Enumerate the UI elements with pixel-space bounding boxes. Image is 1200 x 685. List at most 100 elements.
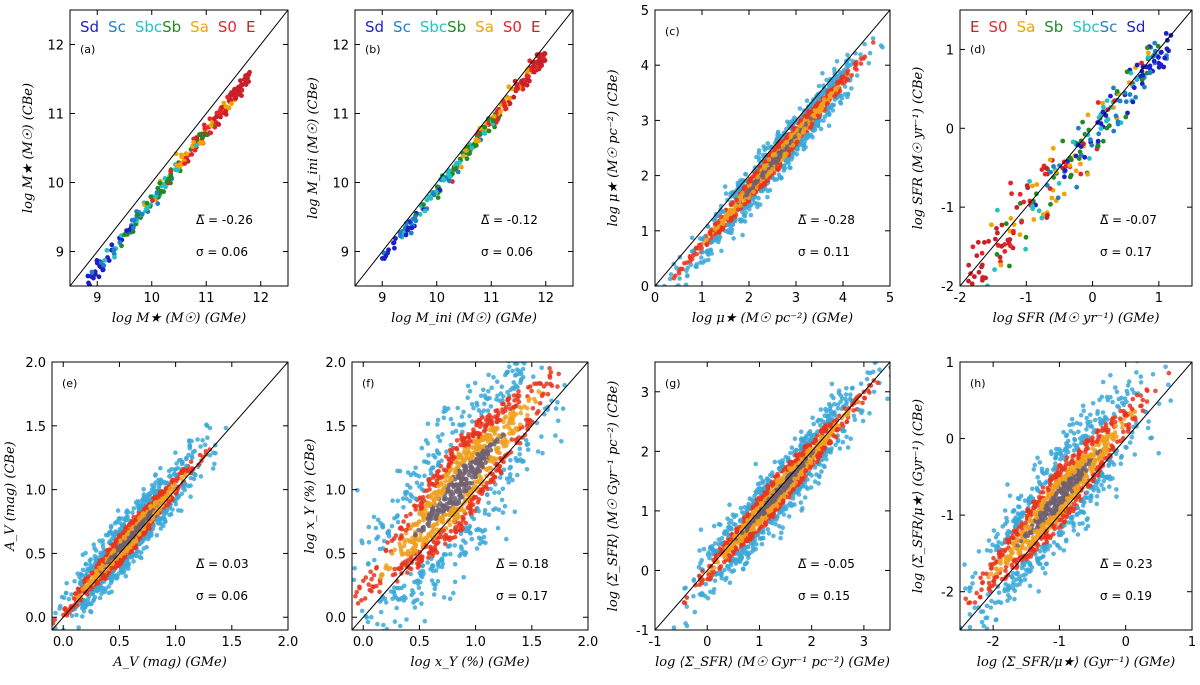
density-point [694, 251, 699, 257]
data-point [1117, 98, 1123, 104]
density-point [435, 434, 441, 440]
density-point [448, 416, 454, 422]
density-point [109, 589, 114, 595]
data-point [1008, 180, 1013, 186]
data-point [986, 238, 991, 244]
data-point [150, 198, 155, 203]
data-point [197, 132, 202, 137]
density-point [179, 470, 184, 476]
density-point [547, 366, 552, 371]
density-point [439, 474, 445, 480]
data-point [1002, 249, 1008, 254]
density-point [189, 438, 194, 444]
plot-area [70, 10, 288, 286]
density-point [139, 550, 144, 555]
data-point [219, 108, 224, 114]
data-point [1078, 152, 1084, 158]
density-point [503, 405, 509, 410]
data-point [1105, 117, 1111, 122]
density-point [845, 91, 851, 97]
density-point [384, 626, 390, 630]
mean-delta-stat: Δ̅ = -0.28 [798, 213, 855, 227]
density-point [482, 511, 488, 516]
density-point [436, 468, 441, 474]
data-point [1088, 137, 1093, 143]
density-point [529, 388, 534, 394]
density-point [793, 119, 798, 125]
density-point [130, 520, 136, 526]
density-point [687, 255, 693, 261]
data-point [491, 114, 497, 119]
data-point [1162, 55, 1168, 61]
density-point [383, 600, 389, 605]
density-point [210, 466, 216, 471]
density-point [392, 547, 398, 553]
data-point [473, 143, 479, 148]
data-point [504, 94, 510, 100]
density-point [396, 586, 402, 591]
density-point [488, 486, 494, 492]
data-point [966, 278, 971, 284]
data-point [467, 151, 472, 157]
density-point [77, 574, 82, 580]
density-point [845, 68, 851, 73]
density-point [785, 156, 790, 162]
density-point [486, 389, 491, 394]
density-point [354, 589, 360, 595]
density-point [518, 380, 523, 386]
density-point [541, 384, 547, 389]
density-point [371, 573, 377, 578]
density-point [517, 452, 522, 457]
density-point [845, 52, 850, 58]
data-point [1128, 70, 1134, 76]
data-point [1011, 228, 1016, 234]
density-point [866, 60, 872, 66]
data-point [155, 201, 161, 207]
density-point [433, 547, 438, 552]
density-point [495, 525, 501, 531]
data-point [193, 142, 199, 148]
data-point [999, 243, 1005, 249]
density-point [149, 533, 154, 538]
density-point [461, 549, 467, 555]
density-point [820, 92, 825, 97]
data-point [1007, 237, 1013, 242]
density-point [412, 598, 418, 604]
data-point [87, 282, 92, 286]
data-point [1123, 99, 1129, 105]
density-point [391, 590, 397, 595]
x-tick-label: 11 [483, 291, 500, 306]
data-point [214, 110, 220, 116]
density-point [489, 385, 495, 391]
density-point [495, 393, 500, 399]
density-point [458, 531, 464, 537]
y-tick-label: 12 [332, 39, 349, 54]
density-point [198, 474, 204, 479]
density-point [80, 614, 85, 619]
data-point [1095, 143, 1101, 149]
density-point [742, 213, 748, 219]
data-point [1055, 195, 1061, 201]
density-point [461, 508, 467, 514]
density-point [392, 619, 398, 624]
data-point [979, 262, 985, 268]
data-point [975, 239, 981, 245]
legend-entry-Sd: Sd [365, 18, 384, 36]
density-point [158, 465, 163, 471]
density-point [453, 460, 459, 465]
density-point [537, 353, 542, 358]
density-point [103, 532, 109, 538]
y-tick-label: 5 [641, 4, 649, 19]
data-point [1039, 167, 1045, 173]
density-point [413, 496, 418, 501]
data-point [481, 130, 487, 135]
density-point [408, 566, 414, 572]
x-tick-label: 10 [143, 291, 160, 306]
data-point [1007, 263, 1012, 269]
y-tick-label: 2 [641, 170, 649, 185]
density-point [756, 148, 762, 153]
data-point [446, 168, 452, 174]
density-point [168, 511, 174, 517]
density-point [746, 199, 751, 204]
x-tick-label: -1 [1020, 291, 1033, 306]
